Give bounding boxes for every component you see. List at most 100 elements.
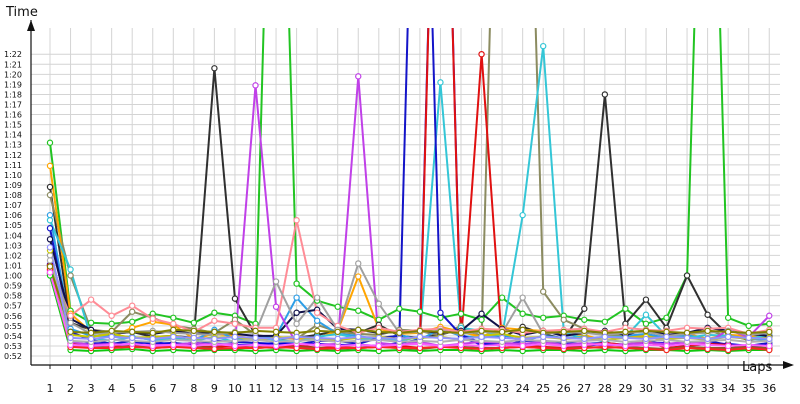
x-tick-label: 7 xyxy=(170,382,177,395)
data-point xyxy=(252,327,259,335)
y-tick-label: 1:08 xyxy=(4,191,22,200)
data-point xyxy=(560,316,567,323)
x-tick-label: 27 xyxy=(577,382,591,395)
x-tick-label: 1 xyxy=(47,382,54,395)
data-point xyxy=(683,329,691,337)
data-point xyxy=(519,310,526,317)
series-lines xyxy=(49,28,771,352)
x-tick-label: 16 xyxy=(351,382,365,395)
data-point xyxy=(581,305,588,312)
data-point xyxy=(355,73,362,80)
data-point xyxy=(355,260,362,267)
data-point xyxy=(478,316,485,323)
x-tick-label: 31 xyxy=(660,382,674,395)
data-point xyxy=(540,42,547,50)
data-point xyxy=(396,329,403,337)
data-point xyxy=(46,269,54,276)
data-point xyxy=(683,272,691,279)
data-point xyxy=(211,328,218,336)
data-point xyxy=(170,314,177,321)
data-point xyxy=(190,319,198,327)
data-point xyxy=(231,295,239,302)
x-tick-label: 26 xyxy=(557,382,571,395)
data-point xyxy=(478,342,485,350)
y-tick-label: 1:14 xyxy=(4,131,22,140)
y-tick-label: 1:18 xyxy=(4,90,22,99)
data-point xyxy=(149,315,156,322)
x-tick-label: 28 xyxy=(598,382,612,395)
data-point xyxy=(108,341,115,349)
data-point xyxy=(601,333,609,341)
data-point xyxy=(704,311,711,318)
data-point xyxy=(581,316,588,323)
data-point xyxy=(437,79,444,86)
data-point xyxy=(46,162,54,170)
x-tick-label: 9 xyxy=(211,382,218,395)
x-tick-label: 17 xyxy=(372,382,386,395)
x-tick-label: 24 xyxy=(516,382,530,395)
series-line xyxy=(49,28,770,327)
data-point xyxy=(170,333,177,341)
data-point xyxy=(601,318,609,325)
axes: 0:520:530:540:550:560:570:580:591:00 1:01… xyxy=(4,20,794,395)
x-tick-label: 30 xyxy=(639,382,653,395)
data-point xyxy=(170,341,177,349)
x-tick-label: 4 xyxy=(108,382,115,395)
data-point xyxy=(622,334,629,342)
data-point xyxy=(642,296,650,303)
x-tick-label: 33 xyxy=(701,382,715,395)
data-point xyxy=(745,322,752,330)
data-point xyxy=(67,312,74,319)
data-point xyxy=(766,328,773,336)
data-point xyxy=(108,333,115,341)
data-point xyxy=(46,263,54,270)
data-point xyxy=(457,335,465,343)
y-tick-label: 1:12 xyxy=(4,151,22,160)
y-tick-label: 0:53 xyxy=(4,342,22,351)
y-tick-label: 1:21 xyxy=(4,60,22,69)
data-point xyxy=(416,327,424,335)
data-point xyxy=(272,335,280,343)
data-point xyxy=(334,303,341,310)
y-tick-label: 1:03 xyxy=(4,241,22,250)
y-tick-label: 1:10 xyxy=(4,171,22,180)
data-point xyxy=(724,314,732,321)
data-point xyxy=(108,327,115,335)
data-point xyxy=(190,342,198,350)
y-tick-label: 0:54 xyxy=(4,332,22,341)
data-point xyxy=(498,294,506,301)
y-tick-label: 1:06 xyxy=(4,211,22,220)
data-point xyxy=(87,335,95,343)
data-point xyxy=(67,319,74,327)
y-tick-label: 1:13 xyxy=(4,141,22,150)
y-tick-label: 0:58 xyxy=(4,292,22,301)
series-markers xyxy=(46,42,773,355)
data-point xyxy=(355,273,362,280)
data-point xyxy=(293,309,300,316)
x-tick-label: 20 xyxy=(433,382,447,395)
data-point xyxy=(128,334,136,342)
data-point xyxy=(478,333,485,341)
data-point xyxy=(108,320,115,328)
y-tick-label: 1:20 xyxy=(4,70,22,79)
series-line xyxy=(49,247,770,340)
x-tick-label: 36 xyxy=(762,382,776,395)
x-tick-label: 21 xyxy=(454,382,468,395)
data-point xyxy=(581,335,588,343)
data-point xyxy=(87,329,95,337)
data-point xyxy=(231,333,239,341)
y-tick-label: 0:56 xyxy=(4,312,22,321)
series-line xyxy=(49,219,770,335)
data-point xyxy=(170,320,177,328)
data-point xyxy=(416,333,424,341)
data-point xyxy=(704,327,711,335)
x-tick-label: 13 xyxy=(290,382,304,395)
data-point xyxy=(211,309,218,316)
data-point xyxy=(375,316,382,323)
data-point xyxy=(211,65,218,72)
x-tick-label: 29 xyxy=(618,382,632,395)
data-point xyxy=(724,333,732,341)
data-point xyxy=(355,326,362,334)
data-point xyxy=(334,328,341,336)
